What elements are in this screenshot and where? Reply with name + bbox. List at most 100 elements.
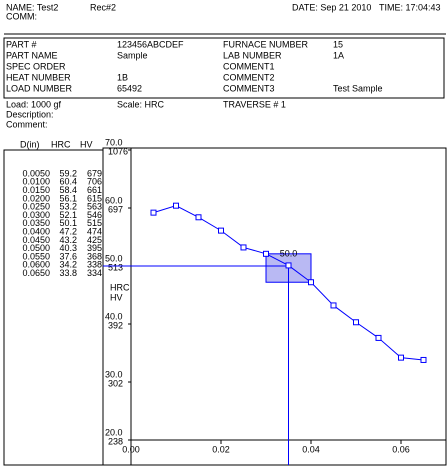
data-point xyxy=(240,244,247,251)
table-cell: 0.0250 xyxy=(22,202,50,212)
y-tick-label: 20.0 xyxy=(105,427,123,437)
data-point xyxy=(420,356,427,363)
table-cell: 40.3 xyxy=(59,243,77,253)
info-box xyxy=(3,37,445,99)
table-cell: 0.0350 xyxy=(22,218,50,228)
table-cell: 50.1 xyxy=(59,218,77,228)
info-label: LAB NUMBER xyxy=(223,50,282,60)
hv-tick-label: 1076 xyxy=(108,146,128,156)
info-value: Test Sample xyxy=(333,83,383,93)
x-tick-label: 0.02 xyxy=(212,444,230,454)
table-cell: 58.4 xyxy=(59,185,77,195)
y-tick-label: 50.0 xyxy=(105,253,123,263)
info-value: 1A xyxy=(333,50,344,60)
info-value: 65492 xyxy=(117,83,142,93)
data-point xyxy=(308,279,314,286)
data-point xyxy=(375,334,382,341)
table-cell: 425 xyxy=(87,235,102,245)
info-value: 123456ABCDEF xyxy=(117,39,184,49)
table-cell: 47.2 xyxy=(59,226,77,236)
info-label: PART # xyxy=(6,39,37,49)
table-cell: 0.0200 xyxy=(22,193,50,203)
table-cell: 515 xyxy=(87,218,102,228)
table-cell: 0.0100 xyxy=(22,177,50,187)
name: NAME: Test2 xyxy=(6,2,58,12)
column-header: D(in) xyxy=(20,139,40,149)
hv-tick-label: 392 xyxy=(108,320,123,330)
table-cell: 33.8 xyxy=(59,268,77,278)
date: DATE: Sep 21 2010 xyxy=(292,2,371,12)
data-point xyxy=(218,227,224,234)
threshold-label: 50.0 xyxy=(280,248,298,258)
y2-axis-label: HV xyxy=(110,292,123,302)
table-cell: 0.0150 xyxy=(22,185,50,195)
time: TIME: 17:04:43 xyxy=(379,2,441,12)
table-cell: 395 xyxy=(87,243,102,253)
comm: COMM: xyxy=(6,11,37,21)
hv-tick-label: 513 xyxy=(108,262,123,272)
comment: Comment: xyxy=(6,119,48,129)
info-label: SPEC ORDER xyxy=(6,61,66,71)
column-header: HRC xyxy=(51,139,71,149)
column-header: HV xyxy=(80,139,93,149)
traverse: TRAVERSE # 1 xyxy=(223,99,286,109)
table-cell: 43.2 xyxy=(59,235,77,245)
table-cell: 338 xyxy=(87,260,102,270)
table-cell: 334 xyxy=(87,268,102,278)
table-cell: 706 xyxy=(87,177,102,187)
y-tick-label: 60.0 xyxy=(105,195,123,205)
info-label: LOAD NUMBER xyxy=(6,83,73,93)
table-cell: 0.0300 xyxy=(22,210,50,220)
table-cell: 0.0650 xyxy=(22,268,50,278)
info-label: COMMENT3 xyxy=(223,83,275,93)
data-point xyxy=(285,262,292,269)
table-cell: 368 xyxy=(87,251,102,261)
info-label: HEAT NUMBER xyxy=(6,72,71,82)
table-cell: 0.0600 xyxy=(22,260,50,270)
table-cell: 563 xyxy=(87,202,102,212)
y-tick-label: 40.0 xyxy=(105,311,123,321)
table-cell: 56.1 xyxy=(59,193,77,203)
info-label: COMMENT1 xyxy=(223,61,275,71)
table-cell: 0.0400 xyxy=(22,226,50,236)
x-tick-label: 0.00 xyxy=(122,444,140,454)
data-point xyxy=(398,354,404,361)
table-cell: 60.4 xyxy=(59,177,77,187)
hv-tick-label: 697 xyxy=(108,204,123,214)
table-cell: 661 xyxy=(87,185,102,195)
info-label: COMMENT2 xyxy=(223,72,275,82)
data-point xyxy=(150,209,157,216)
data-point xyxy=(353,319,359,326)
table-cell: 52.1 xyxy=(59,210,77,220)
scale: Scale: HRC xyxy=(117,99,165,109)
x-tick-label: 0.06 xyxy=(392,444,410,454)
table-cell: 474 xyxy=(87,226,102,236)
data-point xyxy=(195,214,202,221)
info-label: FURNACE NUMBER xyxy=(223,39,309,49)
table-cell: 53.2 xyxy=(59,202,77,212)
description: Description: xyxy=(6,109,54,119)
table-cell: 0.0050 xyxy=(22,168,50,178)
hv-tick-label: 238 xyxy=(108,436,123,446)
info-value: 1B xyxy=(117,72,128,82)
table-cell: 615 xyxy=(87,193,102,203)
info-label: PART NAME xyxy=(6,50,58,60)
table-cell: 546 xyxy=(87,210,102,220)
table-cell: 59.2 xyxy=(59,168,77,178)
y-tick-label: 30.0 xyxy=(105,369,123,379)
table-cell: 0.0450 xyxy=(22,235,50,245)
load: Load: 1000 gf xyxy=(6,99,62,109)
table-cell: 0.0500 xyxy=(22,243,50,253)
table-cell: 0.0550 xyxy=(22,251,50,261)
info-value: Sample xyxy=(117,50,148,60)
x-tick-label: 0.04 xyxy=(302,444,320,454)
table-cell: 37.6 xyxy=(59,251,77,261)
y-tick-label: 70.0 xyxy=(105,137,123,147)
record: Rec#2 xyxy=(90,2,116,12)
data-point xyxy=(263,250,269,257)
table-cell: 34.2 xyxy=(59,260,77,270)
y-axis-label: HRC xyxy=(110,282,130,292)
table-cell: 679 xyxy=(87,168,102,178)
